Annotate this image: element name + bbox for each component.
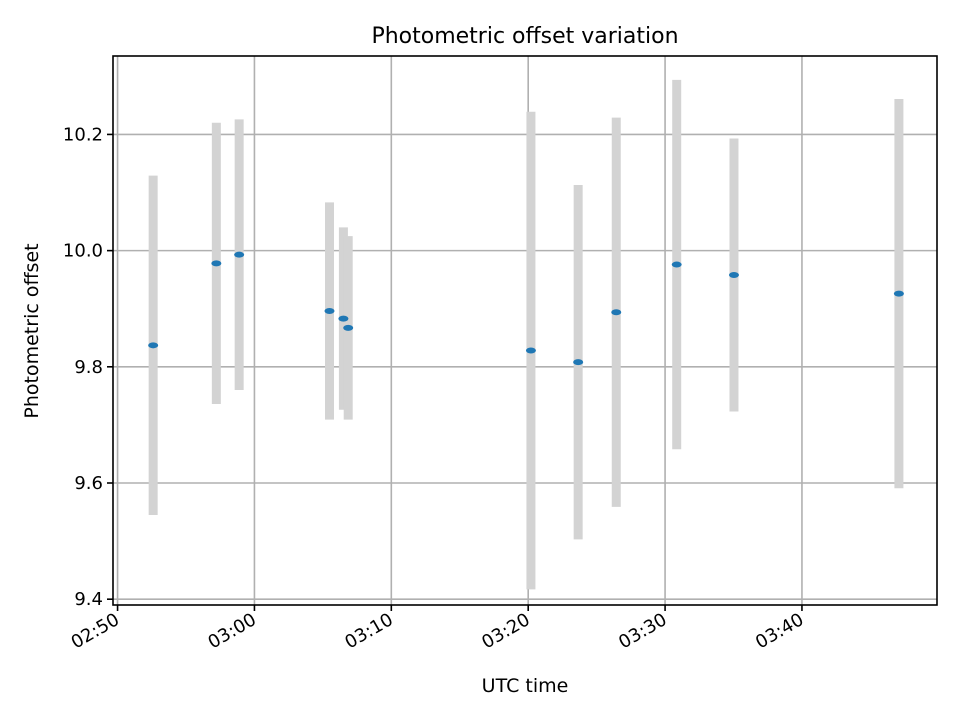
y-tick-label: 10.2	[63, 124, 103, 145]
data-point	[728, 272, 739, 279]
data-point	[343, 324, 354, 331]
data-point	[211, 260, 222, 267]
y-tick-label: 9.4	[74, 589, 103, 610]
data-point	[893, 290, 904, 297]
x-axis-label: UTC time	[482, 675, 569, 697]
grid-layer	[113, 56, 937, 605]
y-tick-label: 9.8	[74, 357, 103, 378]
marker-layer	[148, 251, 904, 366]
data-point	[525, 347, 536, 354]
data-point	[611, 309, 622, 316]
y-tick-label: 10.0	[63, 241, 103, 262]
data-point	[671, 261, 682, 268]
plot-frame	[112, 55, 938, 606]
data-point	[148, 342, 159, 349]
y-axis-label: Photometric offset	[21, 243, 43, 418]
data-point	[234, 251, 245, 258]
chart-title: Photometric offset variation	[371, 24, 678, 49]
data-point	[573, 359, 584, 366]
data-point	[338, 315, 349, 322]
y-tick-label: 9.6	[74, 473, 103, 494]
data-point	[324, 308, 335, 315]
